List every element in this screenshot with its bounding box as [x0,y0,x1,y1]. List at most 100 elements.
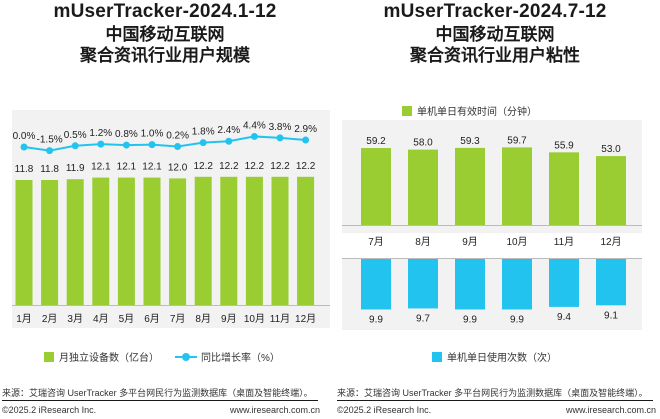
usage-count-label: 9.9 [510,314,524,325]
growth-rate-point [199,139,207,147]
growth-rate-point [276,134,284,142]
month-axis-label: 9月 [462,236,478,248]
active-time-bar [408,149,438,225]
left-website: www.iresearch.com.cn [230,405,321,415]
user-scale-bar-label: 12.1 [142,162,162,173]
left-footer-divider [2,400,318,401]
growth-rate-label: -1.5% [37,135,63,146]
right-legend-bottom-label: 单机单日使用次数（次） [447,353,557,364]
user-scale-bar [169,178,187,305]
growth-rate-point [97,140,105,148]
month-axis-label: 8月 [415,236,431,248]
growth-rate-label: 3.8% [269,122,292,133]
right-website: www.iresearch.com.cn [566,405,657,415]
user-scale-bar [297,176,315,305]
user-scale-bar [220,176,238,305]
active-time-label: 58.0 [413,138,433,149]
growth-rate-point [122,141,130,149]
month-axis-label: 8月 [195,313,211,325]
growth-rate-point [71,142,79,150]
growth-rate-label: 1.0% [141,129,164,140]
left-title-line3: 聚合资讯行业用户规模 [80,46,250,65]
left-source-note: 来源：艾瑞咨询 UserTracker 多平台网民行为监测数据库（桌面及智能终端… [2,388,313,398]
user-scale-bar-label: 11.8 [40,164,59,175]
active-time-bar [549,152,579,225]
active-time-label: 59.2 [366,136,386,147]
right-chart-title: mUserTracker-2024.7-12 中国移动互联网 聚合资讯行业用户粘… [330,2,660,64]
active-time-label: 55.9 [554,140,574,151]
growth-rate-point [20,143,28,151]
user-scale-bar-label: 12.2 [193,161,213,172]
active-time-bar [361,148,391,225]
user-scale-bar-label: 12.2 [296,161,316,172]
right-legend-bottom: 单机单日使用次数（次） [432,349,557,364]
right-copyright: ©2025.2 iResearch Inc. [337,405,432,415]
user-scale-bar [194,176,212,305]
user-scale-bar [66,179,84,305]
growth-rate-label: 2.9% [294,124,317,135]
usage-count-bar [549,258,579,307]
growth-rate-label: 1.8% [192,127,215,138]
left-legend-bar: 月独立设备数（亿台） [44,349,159,364]
usage-count-bar [455,258,485,310]
user-scale-bar-label: 12.2 [270,161,290,172]
user-scale-bar [245,176,263,305]
growth-rate-point [250,132,258,140]
left-chart-title: mUserTracker-2024.1-12 中国移动互联网 聚合资讯行业用户规… [0,2,330,64]
usage-count-bar [596,258,626,306]
line-marker-icon [175,352,197,362]
user-scale-bar [117,177,135,305]
growth-rate-label: 0.8% [115,129,138,140]
active-time-bar [502,147,532,225]
left-legend-line: 同比增长率（%） [175,349,280,364]
growth-rate-point [148,141,156,149]
month-axis-label: 7月 [368,236,384,248]
growth-rate-point [225,137,233,145]
right-source-note: 来源：艾瑞咨询 UserTracker 多平台网民行为监测数据库（桌面及智能终端… [337,388,648,398]
green-swatch-icon [402,105,412,116]
user-scale-bar-label: 11.8 [15,164,34,175]
left-title-line1: mUserTracker-2024.1-12 [53,1,277,22]
user-scale-bar [15,180,33,305]
right-axis-band [342,233,642,258]
usage-count-label: 9.9 [369,314,383,325]
usage-count-label: 9.4 [557,312,571,323]
month-axis-label: 10月 [506,236,527,248]
right-legend-top: 单机单日有效时间（分钟） [402,103,537,118]
usage-count-bar [361,258,391,310]
green-swatch-icon [44,351,54,362]
growth-rate-label: 2.4% [217,125,240,136]
month-axis-label: 1月 [16,313,32,325]
month-axis-label: 11月 [554,236,574,248]
growth-rate-label: 4.4% [243,120,266,131]
month-axis-label: 4月 [93,313,109,325]
user-scale-bar [271,176,289,305]
user-scale-bar-label: 12.1 [117,162,137,173]
right-legend-top-label: 单机单日有效时间（分钟） [417,107,537,118]
right-title-line1: mUserTracker-2024.7-12 [383,1,607,22]
active-time-bar [455,147,485,225]
month-axis-label: 12月 [600,236,621,248]
growth-rate-line [23,135,306,152]
month-axis-label: 6月 [144,313,160,325]
blue-swatch-icon [432,351,442,362]
user-scale-bar-label: 12.2 [219,161,239,172]
month-axis-label: 2月 [42,313,58,325]
user-scale-bar-label: 12.1 [91,162,111,173]
month-axis-label: 11月 [270,313,290,325]
left-legend-line-label: 同比增长率（%） [201,353,280,364]
month-axis-label: 9月 [221,313,237,325]
month-axis-label: 5月 [119,313,135,325]
growth-rate-point [302,136,310,144]
growth-rate-label: 0.2% [166,131,189,142]
left-legend-bar-label: 月独立设备数（亿台） [59,353,159,364]
growth-rate-label: 0.5% [64,130,87,141]
left-copyright: ©2025.2 iResearch Inc. [2,405,97,415]
active-time-bar [596,156,626,225]
left-title-line2: 中国移动互联网 [105,25,225,44]
growth-rate-point [174,143,182,151]
user-scale-bar [92,177,110,305]
usage-count-bar [408,258,438,309]
growth-rate-point [46,147,54,155]
